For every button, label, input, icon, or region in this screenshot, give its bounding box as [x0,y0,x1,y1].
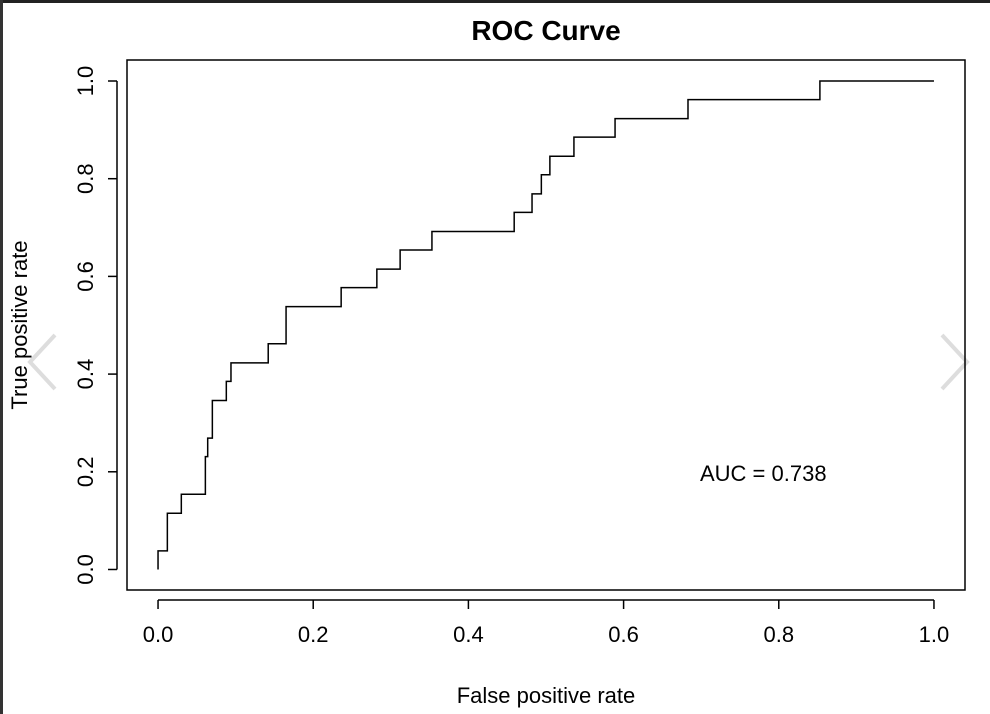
next-arrow[interactable] [940,333,970,391]
y-tick-label: 0.6 [73,261,98,292]
y-tick-label: 0.4 [73,359,98,390]
roc-line [157,80,934,570]
plot-box [126,59,966,591]
x-axis-label: False positive rate [457,683,636,708]
frame-left [0,0,3,714]
x-tick-label: 0.4 [453,622,484,647]
chart-title: ROC Curve [471,15,620,46]
prev-arrow[interactable] [27,333,57,391]
x-tick-label: 1.0 [919,622,950,647]
y-tick-label: 1.0 [73,66,98,97]
x-tick-label: 0.8 [763,622,794,647]
y-tick-label: 0.8 [73,163,98,194]
x-tick-label: 0.2 [298,622,329,647]
annotation: AUC = 0.738 [700,461,827,486]
y-tick-label: 0.0 [73,554,98,585]
frame-top [0,0,990,3]
x-tick-label: 0.6 [608,622,639,647]
y-tick-label: 0.2 [73,456,98,487]
x-tick-label: 0.0 [143,622,174,647]
y-axis-label: True positive rate [7,240,32,409]
